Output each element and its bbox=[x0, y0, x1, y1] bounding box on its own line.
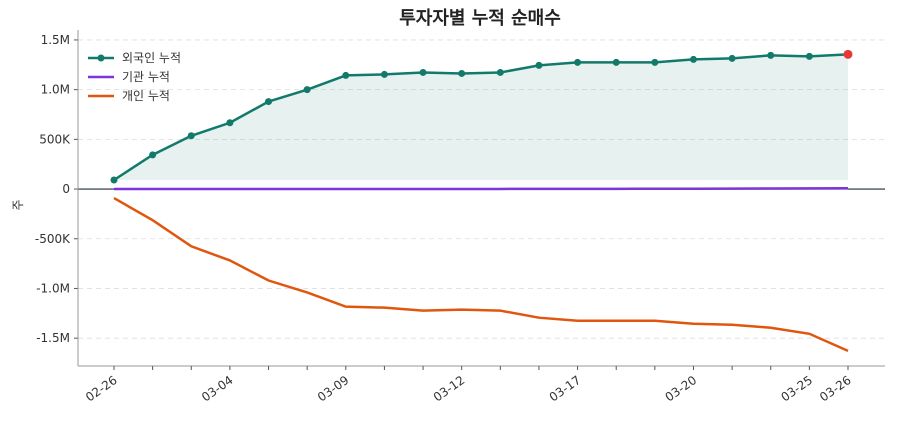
point bbox=[303, 86, 311, 94]
x-tick-label: 03-12 bbox=[431, 373, 468, 404]
point bbox=[187, 132, 195, 140]
series-line bbox=[113, 197, 849, 353]
x-tick-label: 03-26 bbox=[817, 373, 854, 404]
point bbox=[149, 151, 157, 159]
point bbox=[574, 58, 582, 66]
point bbox=[226, 119, 234, 127]
y-tick-label: -1.0M bbox=[36, 281, 70, 295]
series-line bbox=[113, 53, 849, 182]
point bbox=[380, 70, 388, 78]
y-tick-label: 1.5M bbox=[41, 33, 70, 47]
y-tick-label: 1.0M bbox=[41, 83, 70, 97]
point bbox=[342, 71, 350, 79]
point bbox=[805, 52, 813, 60]
point bbox=[612, 58, 620, 66]
x-tick-label: 03-04 bbox=[199, 373, 236, 404]
x-tick-label: 02-26 bbox=[83, 373, 120, 404]
point bbox=[651, 58, 659, 66]
point bbox=[419, 68, 427, 76]
point bbox=[458, 69, 466, 77]
chart-title: 투자자별 누적 순매수 bbox=[399, 8, 561, 29]
y-tick-label: 0 bbox=[62, 182, 70, 196]
point bbox=[110, 176, 118, 184]
series-line bbox=[114, 187, 849, 191]
area bbox=[114, 54, 848, 181]
legend-marker bbox=[97, 54, 105, 62]
last-point bbox=[843, 49, 853, 59]
x-tick-label: 03-09 bbox=[315, 373, 352, 404]
point bbox=[728, 54, 736, 62]
point bbox=[767, 51, 775, 59]
point bbox=[535, 61, 543, 69]
x-tick-label: 03-17 bbox=[547, 373, 584, 404]
legend-label: 기관 누적 bbox=[122, 70, 170, 84]
x-tick-label: 03-20 bbox=[663, 373, 700, 404]
y-tick-label: 500K bbox=[39, 132, 71, 146]
y-tick-label: -500K bbox=[35, 232, 71, 246]
y-axis-label: 주 bbox=[11, 199, 25, 210]
point bbox=[265, 98, 273, 106]
point bbox=[689, 55, 697, 63]
legend-label: 외국인 누적 bbox=[122, 51, 181, 65]
x-tick-label: 03-25 bbox=[778, 373, 815, 404]
legend-label: 개인 누적 bbox=[122, 89, 170, 103]
point bbox=[496, 68, 504, 76]
y-tick-label: -1.5M bbox=[36, 331, 70, 345]
